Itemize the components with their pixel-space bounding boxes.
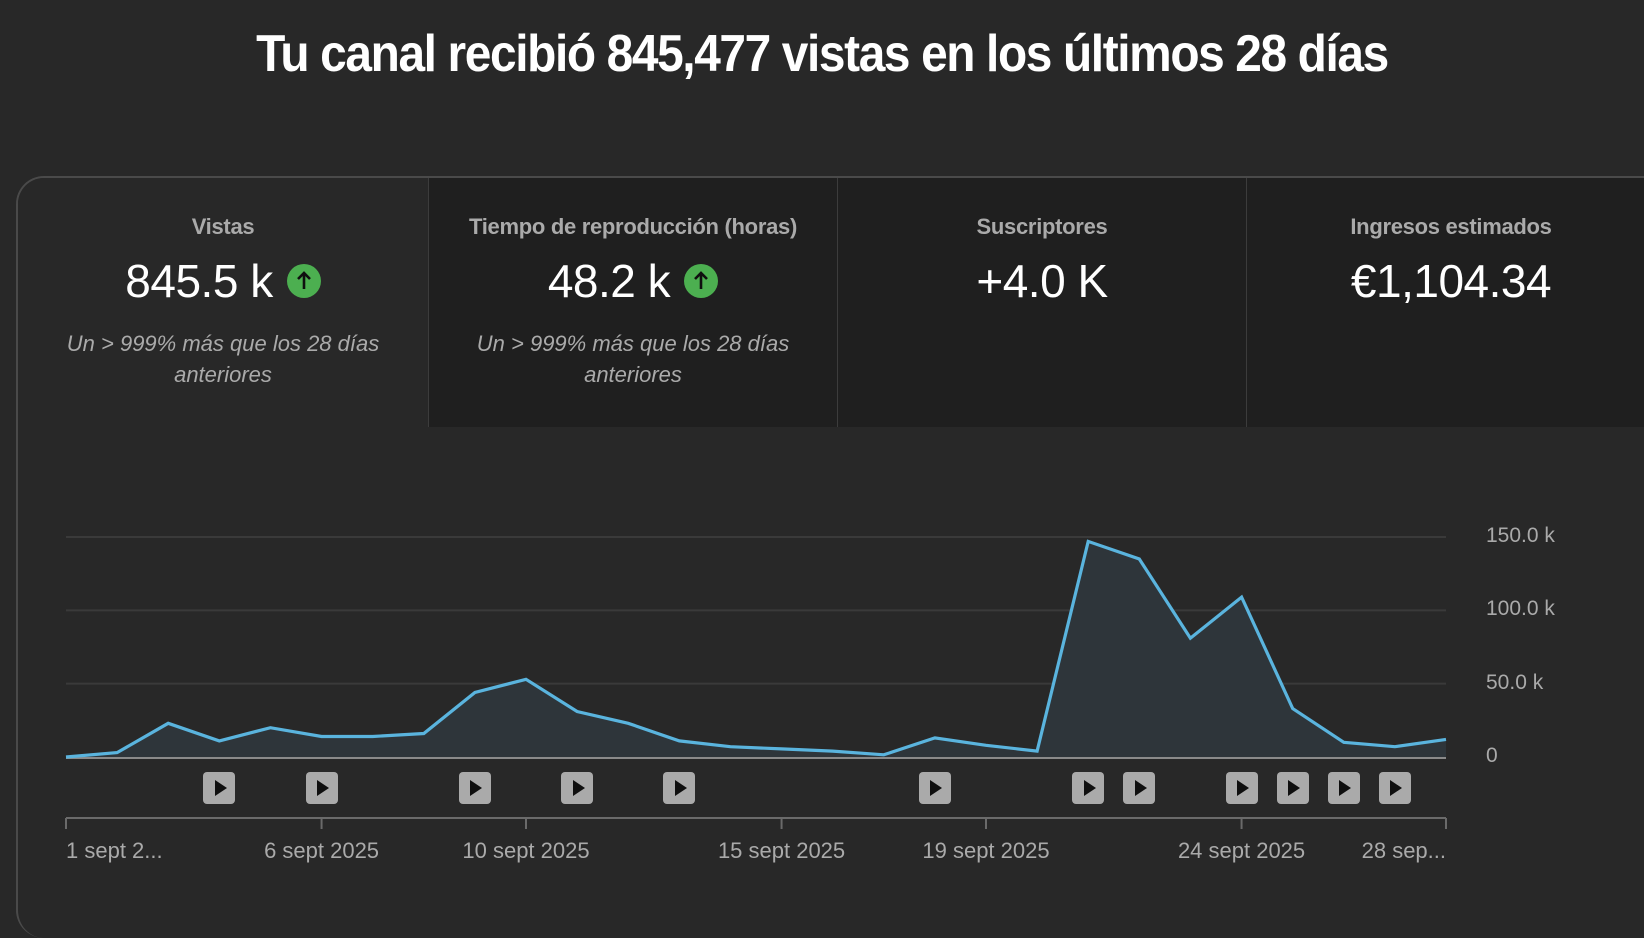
tab-value: 845.5 k (18, 254, 428, 308)
play-icon (674, 780, 687, 796)
video-marker-button[interactable] (1225, 772, 1258, 804)
tab-value: +4.0 K (838, 254, 1246, 308)
video-marker-button[interactable] (203, 772, 236, 804)
page-headline: Tu canal recibió 845,477 vistas en los ú… (256, 25, 1389, 83)
play-icon (1339, 780, 1352, 796)
tab-label: Vistas (191, 214, 255, 239)
play-icon (1288, 780, 1301, 796)
play-icon (930, 780, 943, 796)
metric-value: €1,104.34 (1350, 255, 1552, 307)
comparison-note: Un > 999% más que los 28 días anteriores (66, 331, 380, 387)
tab-suscriptores[interactable]: Suscriptores +4.0 K (837, 178, 1246, 427)
video-marker-button[interactable] (1327, 772, 1360, 804)
video-marker-button[interactable] (1378, 772, 1411, 804)
metric-tabs: Vistas 845.5 k Un > 999% más que los 28 … (18, 178, 1644, 427)
video-marker-button[interactable] (918, 772, 951, 804)
play-icon (572, 780, 585, 796)
tab-label: Ingresos estimados (1350, 214, 1552, 239)
video-marker-button[interactable] (1123, 772, 1156, 804)
comparison-note: Un > 999% más que los 28 días anteriores (476, 331, 790, 387)
play-icon (214, 780, 227, 796)
play-icon (1134, 780, 1147, 796)
tab-label: Tiempo de reproducción (horas) (469, 214, 797, 239)
trend-up-icon (684, 264, 719, 298)
metric-value: +4.0 K (976, 255, 1108, 307)
video-marker-button[interactable] (305, 772, 338, 804)
play-icon (470, 780, 483, 796)
video-marker-button[interactable] (561, 772, 594, 804)
metric-value: 845.5 k (125, 255, 273, 307)
video-marker-button[interactable] (458, 772, 491, 804)
play-icon (1237, 780, 1250, 796)
tab-value: €1,104.34 (1247, 254, 1644, 308)
tab-tiempo-reproduccion[interactable]: Tiempo de reproducción (horas) 48.2 k Un… (428, 178, 837, 427)
tab-label: Suscriptores (976, 214, 1108, 239)
play-icon (1390, 780, 1403, 796)
video-marker-button[interactable] (1276, 772, 1309, 804)
play-icon (1083, 780, 1096, 796)
trend-up-icon (286, 264, 321, 298)
play-icon (317, 780, 330, 796)
metric-value: 48.2 k (547, 255, 671, 307)
tab-ingresos-estimados[interactable]: Ingresos estimados €1,104.34 (1246, 178, 1644, 427)
video-marker-button[interactable] (1072, 772, 1105, 804)
metrics-card: Vistas 845.5 k Un > 999% más que los 28 … (16, 176, 1644, 938)
video-marker-button[interactable] (663, 772, 696, 804)
tab-value: 48.2 k (429, 254, 837, 308)
tab-vistas[interactable]: Vistas 845.5 k Un > 999% más que los 28 … (18, 178, 428, 427)
